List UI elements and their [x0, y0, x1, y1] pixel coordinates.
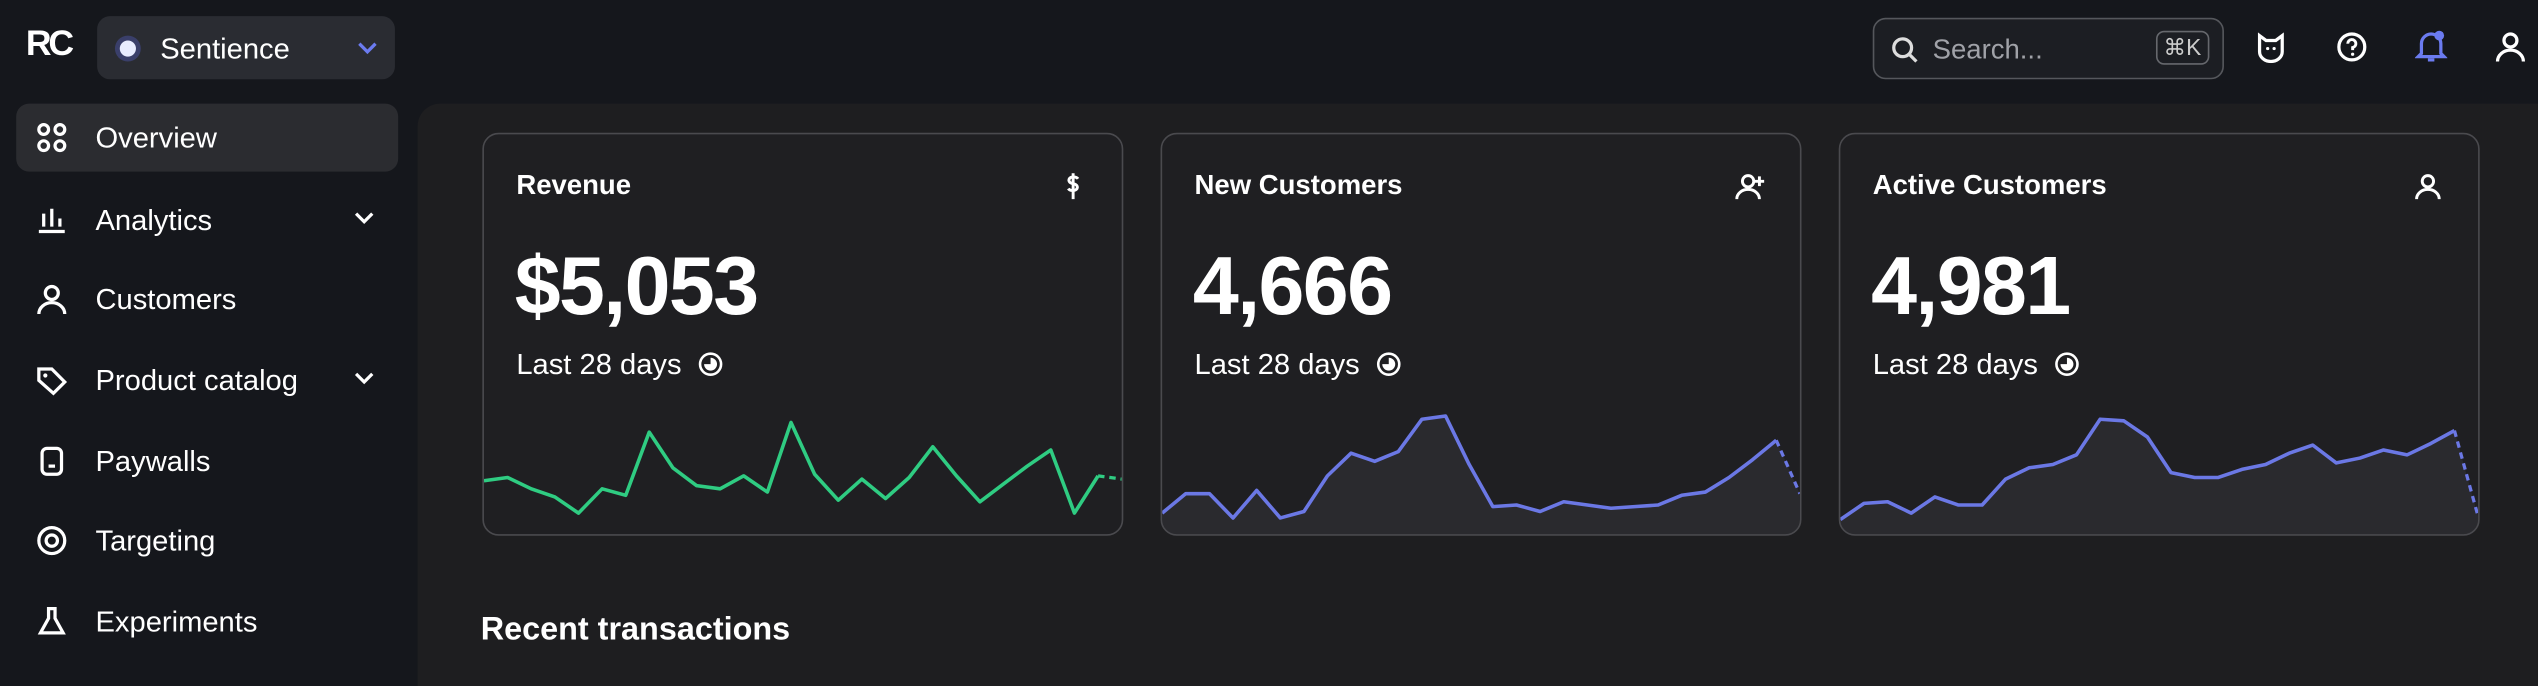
nav-icon [37, 526, 67, 556]
card-period: Last 28 days [1195, 348, 1402, 382]
card-period: Last 28 days [1873, 348, 2080, 382]
sparkline-partial [1774, 439, 1800, 495]
section-title: Recent transactions [480, 611, 791, 648]
chevron [354, 372, 374, 385]
cat-icon[interactable] [2255, 31, 2287, 64]
nav-item[interactable]: Paywalls [16, 427, 398, 495]
nav-item[interactable]: Customers [16, 265, 398, 333]
chevron [354, 212, 374, 225]
nav-icon [37, 284, 67, 315]
nav-item[interactable]: Targeting [16, 507, 398, 575]
project-selector[interactable]: Sentience [97, 16, 395, 80]
card-icon [1067, 173, 1080, 200]
help-icon[interactable] [2336, 31, 2368, 63]
nav-item[interactable]: Experiments [16, 588, 398, 656]
nav-item[interactable]: Analytics [16, 186, 398, 254]
logo[interactable]: RC [25, 22, 74, 64]
period-label: Last 28 days [516, 347, 682, 381]
sparkline-area [1162, 415, 1800, 535]
sparkline-line [483, 420, 1100, 515]
nav-icon [38, 208, 65, 234]
sparkline [483, 420, 1122, 515]
metric-card[interactable]: Active Customers 4,981 Last 28 days [1838, 132, 2480, 536]
period-icon [2055, 352, 2079, 377]
card-value: 4,666 [1192, 239, 1393, 332]
sparkline-line [1162, 414, 1778, 520]
account-icon[interactable] [2494, 31, 2526, 63]
sparkline [1162, 414, 1800, 535]
project-name: Sentience [160, 32, 290, 65]
nav-label: Product catalog [95, 364, 298, 397]
nav-label: Customers [95, 283, 237, 316]
search-icon [1892, 37, 1918, 63]
nav-item[interactable]: Product catalog [16, 346, 398, 414]
card-icon [1735, 174, 1765, 200]
nav-icon [37, 606, 66, 635]
metric-card[interactable]: New Customers 4,666 Last 28 days [1160, 132, 1802, 536]
sparkline [1840, 417, 2479, 535]
nav-label: Analytics [95, 203, 213, 237]
card-title: Active Customers [1872, 169, 2107, 201]
search-placeholder: Search... [1932, 33, 2043, 65]
nav-label: Overview [95, 121, 217, 154]
card-title: Revenue [516, 169, 632, 201]
sparkline-area [1840, 419, 2479, 535]
card-icon [2415, 174, 2441, 200]
period-icon [1377, 352, 1401, 377]
shortcut: ⌘K [2155, 30, 2210, 65]
period-label: Last 28 days [1194, 347, 1360, 381]
nav-icon [40, 446, 64, 476]
sparkline-partial [2452, 430, 2479, 517]
search-box[interactable]: Search... ⌘K [1872, 17, 2224, 80]
nav-item[interactable]: Overview [16, 103, 399, 172]
nav-label: Paywalls [95, 445, 211, 478]
period-label: Last 28 days [1872, 347, 2038, 381]
card-title: New Customers [1194, 169, 1403, 201]
project-icon [114, 35, 141, 62]
nav-label: Experiments [95, 605, 258, 638]
sparkline-partial [1097, 474, 1122, 481]
nav-icon [37, 367, 68, 396]
nav-label: Targeting [95, 524, 216, 557]
nav-icon [37, 123, 67, 153]
period-icon [698, 352, 723, 377]
chevron [358, 42, 377, 55]
notifications-icon[interactable] [2414, 29, 2448, 65]
card-period: Last 28 days [516, 348, 723, 382]
metric-card[interactable]: Revenue $5,053 Last 28 days [482, 132, 1124, 536]
card-value: $5,053 [514, 239, 759, 332]
sparkline-line [1840, 417, 2456, 522]
card-value: 4,981 [1871, 239, 2071, 332]
